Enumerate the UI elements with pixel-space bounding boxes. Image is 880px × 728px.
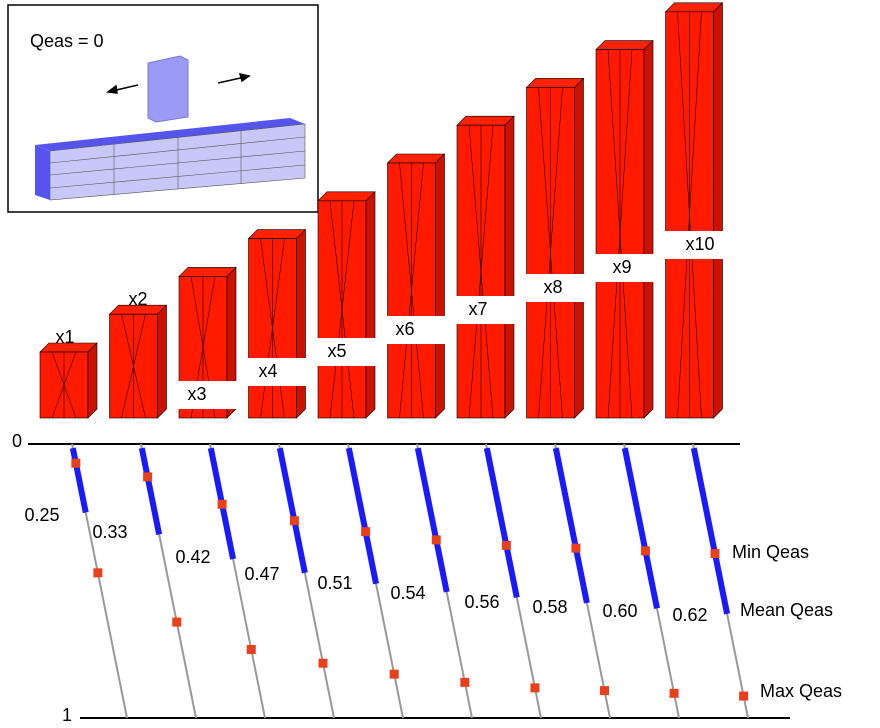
block-side [366,192,375,418]
legend-mean: Mean Qeas [740,600,833,620]
max-marker [319,659,328,668]
min-marker [571,544,580,553]
block-top [318,192,375,201]
min-marker [218,500,227,509]
block-top [666,3,723,12]
category-label: x7 [468,299,487,319]
mean-bar [625,448,657,608]
block-top [527,78,584,87]
block-side [575,78,584,418]
y-tick-label: 1 [62,705,72,725]
max-marker [739,692,748,701]
mean-bar [349,448,376,584]
category-label: x6 [395,319,414,339]
category-label: x2 [128,289,147,309]
figure: Qeas = 0 Min Qeas Mean Qeas Max Qeas 0 1 x… [0,0,880,728]
mean-bar [418,448,447,592]
block-side [436,154,445,418]
max-marker [172,618,181,627]
mean-label: 0.25 [24,505,59,525]
category-label: x3 [187,384,206,404]
mean-label: 0.42 [175,547,210,567]
min-marker [502,541,511,550]
legend-min: Min Qeas [732,542,809,562]
inset-label: Qeas = 0 [30,31,104,51]
mean-label: 0.33 [92,522,127,542]
min-marker [290,516,299,525]
block-top [457,116,514,125]
max-marker [247,645,256,654]
max-marker [670,689,679,698]
mean-bar [142,448,159,534]
category-label: x1 [55,327,74,347]
y-tick-label: 0 [12,431,22,451]
mean-label: 0.56 [464,592,499,612]
category-label: x8 [543,277,562,297]
mean-bar [487,448,517,597]
block-side [88,343,97,418]
mean-bar [73,448,86,512]
min-marker [71,459,80,468]
mean-bar [556,448,587,603]
min-marker [711,549,720,558]
small-plate [148,56,188,122]
inset: Qeas = 0 [8,5,318,212]
category-label: x10 [685,234,714,254]
mean-label: 0.60 [602,601,637,621]
mean-label: 0.62 [672,605,707,625]
mean-label: 0.58 [532,597,567,617]
max-marker [530,683,539,692]
mean-bar [280,448,305,573]
block-top [388,154,445,163]
mean-bar [694,448,727,614]
max-marker [93,568,102,577]
category-label: x9 [612,257,631,277]
mean-label: 0.51 [317,573,352,593]
min-marker [641,546,650,555]
block-top [249,230,306,239]
mean-label: 0.54 [390,583,425,603]
category-label: x4 [258,361,277,381]
min-marker [361,527,370,536]
mean-label: 0.47 [244,564,279,584]
block-top [596,41,653,50]
max-marker [390,670,399,679]
max-marker [600,686,609,695]
min-marker [143,472,152,481]
block-side [297,230,306,418]
block-side [644,41,653,418]
min-marker [432,535,441,544]
block-side [714,3,723,418]
block-top [179,267,236,276]
plate-side [35,145,50,200]
legend-max: Max Qeas [760,681,842,701]
block-gap [177,381,238,409]
block-side [505,116,514,418]
max-marker [460,678,469,687]
block-side [158,305,167,418]
category-label: x5 [327,341,346,361]
